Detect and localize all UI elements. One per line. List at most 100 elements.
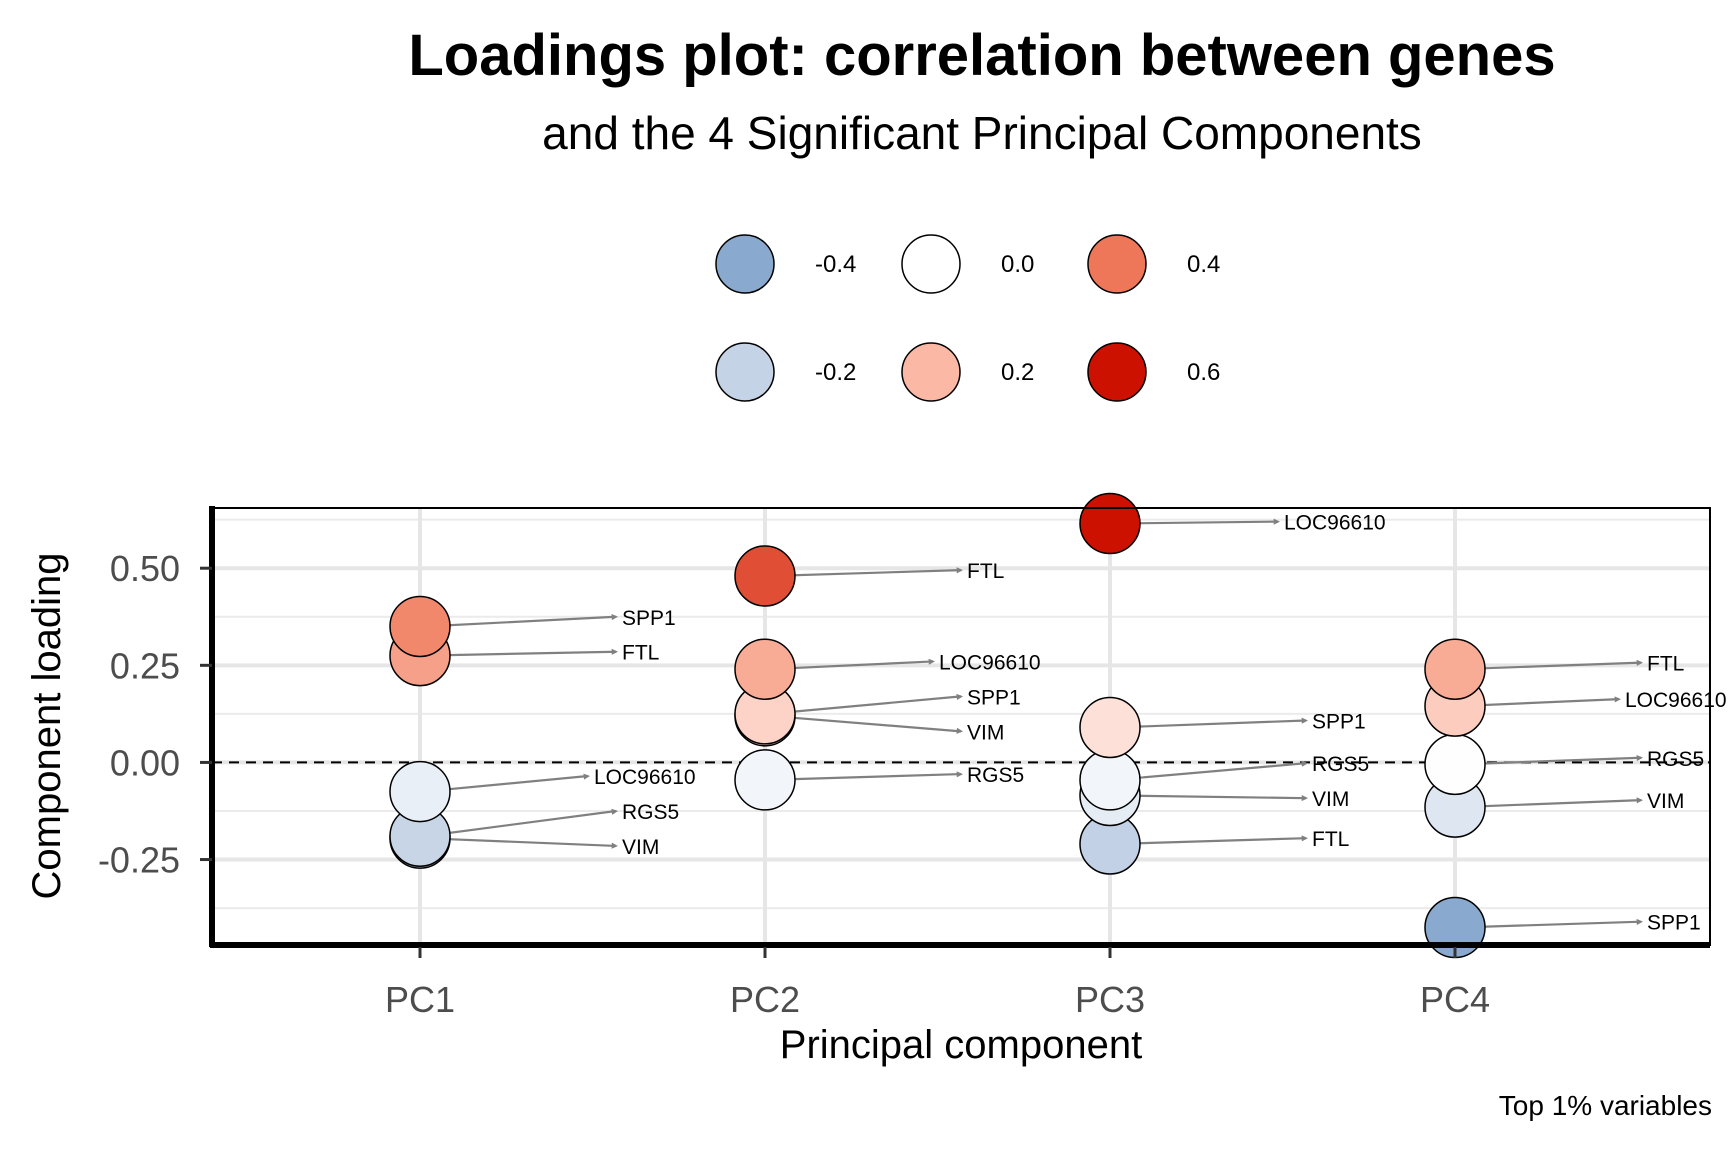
x-tick-label: PC3 — [1075, 979, 1145, 1020]
point-label: RGS5 — [967, 764, 1024, 787]
point-label: FTL — [622, 642, 659, 665]
chart-title: Loadings plot: correlation between genes — [408, 23, 1556, 88]
y-axis-ticks: -0.25 0.00 0.25 0.50 — [98, 548, 212, 881]
legend-swatch — [901, 342, 961, 402]
label-connector — [1113, 837, 1307, 846]
data-point — [1079, 749, 1141, 811]
label-connector — [423, 650, 617, 657]
x-tick-label: PC4 — [1420, 979, 1490, 1020]
legend-label: 0.0 — [1001, 251, 1034, 278]
legend: -0.4 0.0 0.4 -0.2 0.2 0.6 — [715, 234, 1220, 402]
data-point — [389, 595, 451, 658]
x-tick-label: PC1 — [385, 979, 455, 1020]
label-connector — [1458, 920, 1642, 929]
y-tick-label: 0.50 — [110, 548, 180, 589]
label-connector — [768, 772, 962, 782]
label-connector — [1113, 762, 1307, 782]
y-tick-label: -0.25 — [98, 840, 180, 881]
connector-arrowhead — [1636, 918, 1643, 925]
y-axis-title: Component loading — [25, 553, 69, 900]
label-connector — [423, 837, 617, 848]
point-labels: SPP1 FTL LOC96610 RGS5 VIM FTL LOC96610 SPP1 VIM… — [594, 512, 1727, 935]
connector-arrowhead — [956, 727, 963, 734]
point-label: RGS5 — [1647, 748, 1704, 771]
connector-arrowhead — [611, 648, 618, 655]
data-point — [734, 638, 796, 700]
point-label: FTL — [1312, 828, 1349, 851]
legend-label: -0.2 — [815, 359, 856, 386]
connector-arrowhead — [1636, 754, 1643, 762]
label-connector — [768, 695, 962, 715]
x-axis-ticks: PC1 PC2 PC3 PC4 — [385, 947, 1490, 1020]
point-label: LOC96610 — [939, 651, 1041, 674]
data-point — [1424, 733, 1486, 796]
connector-arrowhead — [1636, 797, 1643, 804]
connector-arrowhead — [1301, 835, 1308, 842]
legend-label: 0.4 — [1187, 251, 1220, 278]
connector-arrowhead — [583, 773, 590, 780]
connector-arrowhead — [611, 808, 618, 815]
point-label: LOC96610 — [594, 766, 696, 789]
legend-swatch — [901, 234, 961, 294]
point-label: LOC96610 — [1284, 512, 1386, 535]
label-connector — [1458, 661, 1642, 671]
connector-arrowhead — [1273, 518, 1280, 525]
connector-arrowhead — [928, 658, 935, 665]
connector-arrowhead — [956, 693, 963, 700]
legend-swatch — [715, 234, 775, 294]
point-label: SPP1 — [967, 686, 1021, 709]
plot-background — [212, 508, 1710, 945]
label-connector — [1113, 520, 1279, 525]
caption: Top 1% variables — [1498, 1090, 1712, 1121]
legend-swatch — [1087, 234, 1147, 294]
label-connector — [423, 809, 617, 838]
chart-subtitle: and the 4 Significant Principal Componen… — [542, 107, 1422, 159]
connector-arrowhead — [956, 771, 963, 778]
data-point — [1424, 638, 1486, 700]
connector-arrowhead — [1301, 717, 1308, 724]
connector-arrowhead — [1636, 659, 1643, 666]
data-point — [734, 545, 796, 607]
label-connector — [1113, 719, 1307, 729]
legend-label: 0.2 — [1001, 359, 1034, 386]
legend-label: 0.6 — [1187, 359, 1220, 386]
point-label: VIM — [967, 721, 1004, 744]
label-connector — [423, 774, 589, 793]
legend-label: -0.4 — [815, 251, 856, 278]
point-label: RGS5 — [1312, 753, 1369, 776]
x-axis-title: Principal component — [780, 1023, 1142, 1067]
x-tick-label: PC2 — [730, 979, 800, 1020]
legend-swatch — [715, 342, 775, 402]
label-connector — [768, 660, 934, 671]
point-label: VIM — [622, 836, 659, 859]
data-point — [389, 760, 451, 823]
label-connectors — [423, 518, 1643, 929]
point-label: SPP1 — [1647, 912, 1701, 935]
y-tick-label: 0.25 — [110, 645, 180, 686]
label-connector — [768, 569, 962, 578]
label-connector — [423, 615, 617, 628]
connector-arrowhead — [956, 567, 963, 574]
data-point — [734, 749, 796, 811]
point-label: VIM — [1647, 790, 1684, 813]
point-label: VIM — [1312, 788, 1349, 811]
point-label: FTL — [967, 560, 1004, 583]
legend-swatch — [1087, 342, 1147, 402]
connector-arrowhead — [1301, 795, 1308, 802]
point-label: SPP1 — [1312, 710, 1366, 733]
y-tick-label: 0.00 — [110, 742, 180, 783]
connector-arrowhead — [611, 842, 618, 849]
point-label: SPP1 — [622, 607, 676, 630]
point-label: RGS5 — [622, 801, 679, 824]
connector-arrowhead — [1301, 760, 1308, 767]
label-connector — [1458, 799, 1642, 809]
connector-arrowhead — [611, 614, 618, 621]
data-point — [1079, 696, 1141, 759]
data-point — [1079, 492, 1141, 555]
data-points — [389, 492, 1486, 959]
label-connector — [1113, 794, 1307, 800]
label-connector — [1458, 756, 1642, 766]
connector-arrowhead — [1614, 696, 1621, 703]
point-label: LOC96610 — [1625, 689, 1727, 712]
